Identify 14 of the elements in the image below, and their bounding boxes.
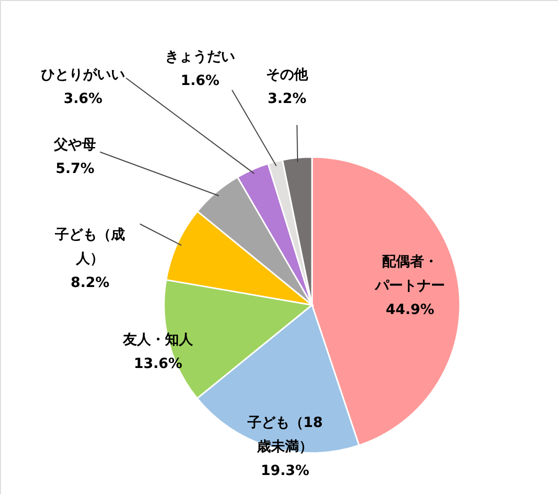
slice-label: 子ども（18歳未満）	[246, 415, 323, 455]
slice-label: 配偶者・パートナー	[374, 254, 445, 294]
data-label: 3.2%	[268, 91, 306, 107]
data-label: 5.7%	[56, 161, 94, 177]
data-label: 8.2%	[70, 275, 110, 291]
data-label: 44.9%	[386, 302, 434, 318]
slice-label: その他	[266, 67, 309, 83]
data-label: 19.3%	[260, 463, 310, 479]
slice-label: ひとりがいい	[41, 67, 125, 83]
slice-label: 父や母	[53, 137, 96, 153]
data-label: 3.6%	[64, 91, 102, 107]
data-label: 1.6%	[180, 73, 220, 89]
slice-label: きょうだい	[165, 49, 235, 65]
slice-label: 子ども（成人）	[54, 227, 125, 267]
